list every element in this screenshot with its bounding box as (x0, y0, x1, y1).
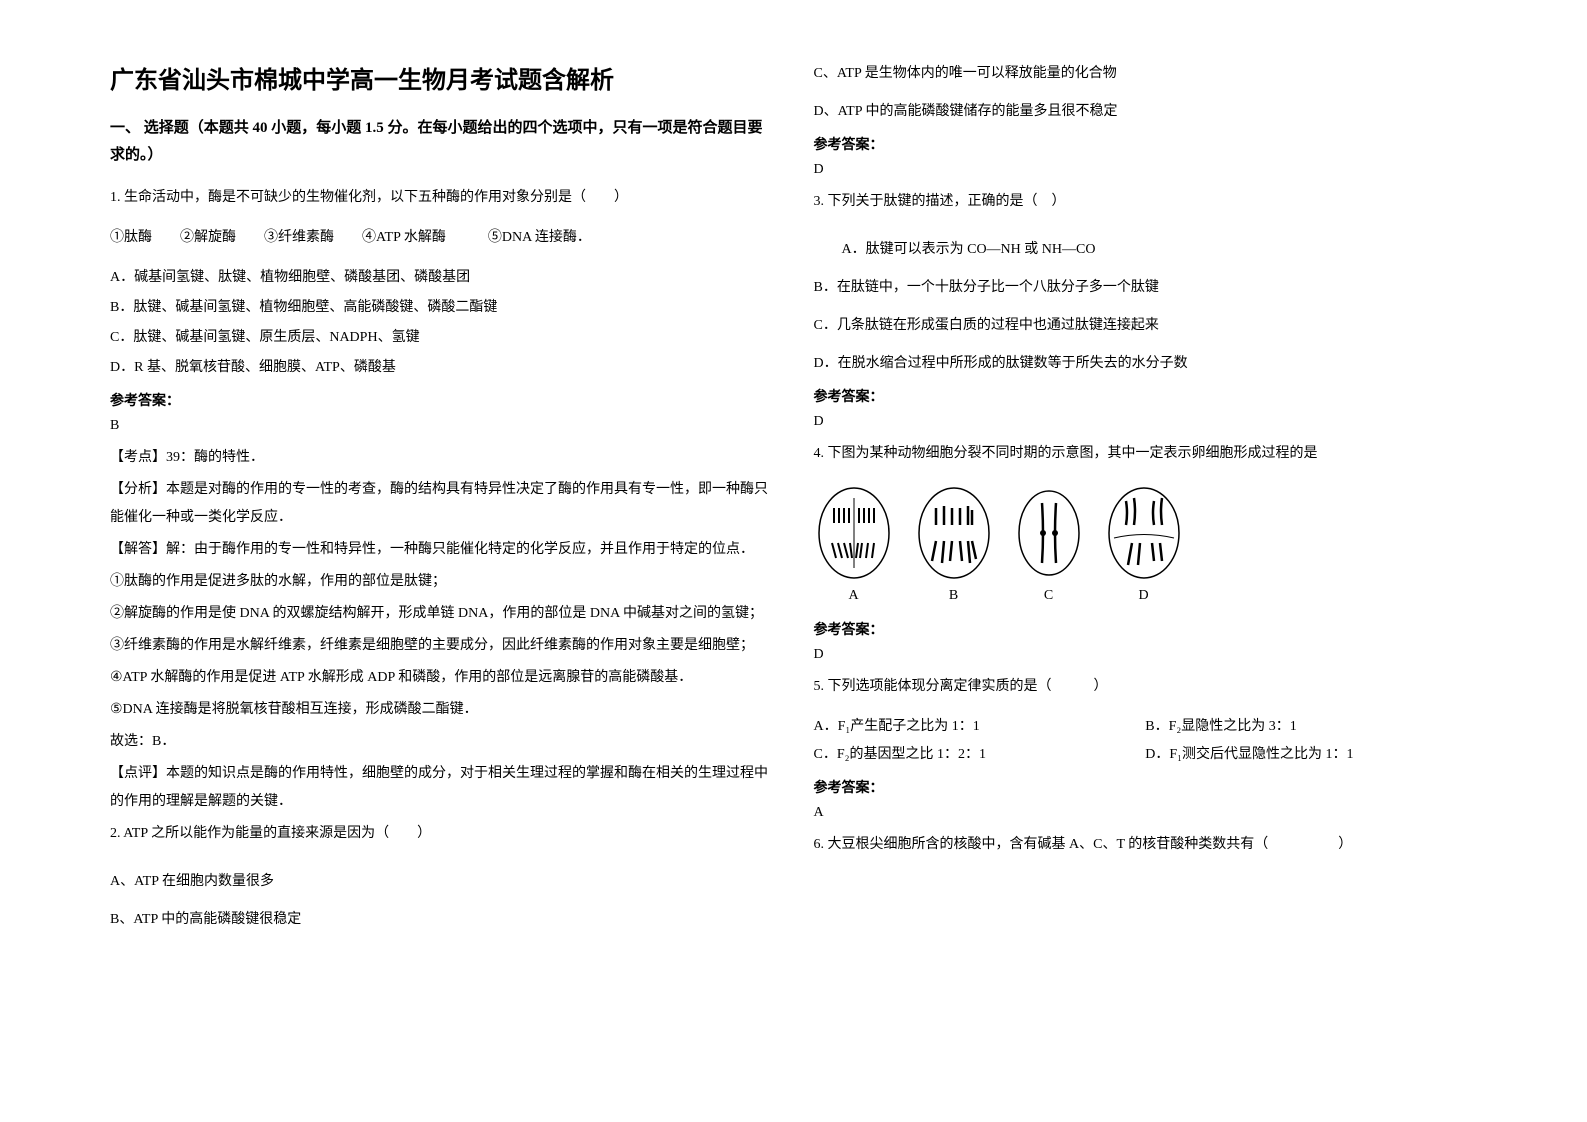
q5-answer: A (814, 805, 1478, 821)
q1-a10: 【点评】本题的知识点是酶的作用特性，细胞壁的成分，对于相关生理过程的掌握和酶在相… (110, 760, 774, 816)
q1-a7: ④ATP 水解酶的作用是促进 ATP 水解形成 ADP 和磷酸，作用的部位是远离… (110, 664, 774, 692)
q2-stem: 2. ATP 之所以能作为能量的直接来源是因为（ ） (110, 820, 774, 848)
q3-answer-label: 参考答案： (814, 386, 1478, 406)
q1-a9: 故选：B． (110, 728, 774, 756)
cell-d-label: D (1104, 588, 1184, 604)
q5-optA: A．F₁产生配子之比为 1：1 (814, 713, 1146, 741)
q3-optA: A．肽键可以表示为 CO—NH 或 NH—CO (814, 236, 1478, 264)
cell-diagram: A B C (814, 483, 1478, 604)
q1-a3: 【解答】解：由于酶作用的专一性和特异性，一种酶只能催化特定的化学反应，并且作用于… (110, 536, 774, 564)
q1-a2: 【分析】本题是对酶的作用的专一性的考查，酶的结构具有特异性决定了酶的作用具有专一… (110, 476, 774, 532)
q4-answer-label: 参考答案： (814, 619, 1478, 639)
cell-a-label: A (814, 588, 894, 604)
q5-row1: A．F₁产生配子之比为 1：1 B．F₂显隐性之比为 3：1 (814, 713, 1478, 741)
right-column: C、ATP 是生物体内的唯一可以释放能量的化合物 D、ATP 中的高能磷酸键储存… (794, 60, 1498, 1062)
q4-stem: 4. 下图为某种动物细胞分裂不同时期的示意图，其中一定表示卵细胞形成过程的是 (814, 440, 1478, 468)
cell-c-label: C (1014, 588, 1084, 604)
q5-stem: 5. 下列选项能体现分离定律实质的是（ ） (814, 673, 1478, 701)
cell-c-icon (1014, 483, 1084, 583)
q1-a1: 【考点】39：酶的特性． (110, 444, 774, 472)
q1-a6: ③纤维素酶的作用是水解纤维素，纤维素是细胞壁的主要成分，因此纤维素酶的作用对象主… (110, 632, 774, 660)
cell-a: A (814, 483, 894, 604)
q3-optB: B．在肽链中，一个十肽分子比一个八肽分子多一个肽键 (814, 274, 1478, 302)
cell-b-label: B (914, 588, 994, 604)
q1-optA: A．碱基间氢键、肽键、植物细胞壁、磷酸基团、磷酸基团 (110, 264, 774, 292)
q3-optD: D．在脱水缩合过程中所形成的肽键数等于所失去的水分子数 (814, 350, 1478, 378)
q2-optA: A、ATP 在细胞内数量很多 (110, 868, 774, 896)
q1-items: ①肽酶 ②解旋酶 ③纤维素酶 ④ATP 水解酶 ⑤DNA 连接酶． (110, 224, 774, 252)
q1-answer-label: 参考答案： (110, 390, 774, 410)
q2-answer: D (814, 162, 1478, 178)
q3-answer: D (814, 414, 1478, 430)
q1-optD: D．R 基、脱氧核苷酸、细胞膜、ATP、磷酸基 (110, 354, 774, 382)
q1-a5: ②解旋酶的作用是使 DNA 的双螺旋结构解开，形成单链 DNA，作用的部位是 D… (110, 600, 774, 628)
section-header: 一、 选择题（本题共 40 小题，每小题 1.5 分。在每小题给出的四个选项中，… (110, 115, 774, 169)
q1-optB: B．肽键、碱基间氢键、植物细胞壁、高能磷酸键、磷酸二酯键 (110, 294, 774, 322)
q1-optC: C．肽键、碱基间氢键、原生质层、NADPH、氢键 (110, 324, 774, 352)
cell-b-icon (914, 483, 994, 583)
q3-stem: 3. 下列关于肽键的描述，正确的是（ ） (814, 188, 1478, 216)
q1-a4: ①肽酶的作用是促进多肽的水解，作用的部位是肽键； (110, 568, 774, 596)
q6-stem: 6. 大豆根尖细胞所含的核酸中，含有碱基 A、C、T 的核苷酸种类数共有（ ） (814, 831, 1478, 859)
q3-optC: C．几条肽链在形成蛋白质的过程中也通过肽键连接起来 (814, 312, 1478, 340)
cell-d-icon (1104, 483, 1184, 583)
q2-optB: B、ATP 中的高能磷酸键很稳定 (110, 906, 774, 934)
q5-optB: B．F₂显隐性之比为 3：1 (1145, 713, 1477, 741)
q5-optD: D．F₁测交后代显隐性之比为 1：1 (1145, 741, 1477, 769)
q2-answer-label: 参考答案： (814, 134, 1478, 154)
cell-a-icon (814, 483, 894, 583)
cell-d: D (1104, 483, 1184, 604)
q1-answer: B (110, 418, 774, 434)
q1-a8: ⑤DNA 连接酶是将脱氧核苷酸相互连接，形成磷酸二酯键． (110, 696, 774, 724)
cell-b: B (914, 483, 994, 604)
title: 广东省汕头市棉城中学高一生物月考试题含解析 (110, 60, 774, 95)
q5-answer-label: 参考答案： (814, 777, 1478, 797)
left-column: 广东省汕头市棉城中学高一生物月考试题含解析 一、 选择题（本题共 40 小题，每… (90, 60, 794, 1062)
cell-c: C (1014, 483, 1084, 604)
q1-stem: 1. 生命活动中，酶是不可缺少的生物催化剂，以下五种酶的作用对象分别是（ ） (110, 184, 774, 212)
q5-optC: C．F₂的基因型之比 1：2：1 (814, 741, 1146, 769)
q2-optD: D、ATP 中的高能磷酸键储存的能量多且很不稳定 (814, 98, 1478, 126)
q5-row2: C．F₂的基因型之比 1：2：1 D．F₁测交后代显隐性之比为 1：1 (814, 741, 1478, 769)
q2-optC: C、ATP 是生物体内的唯一可以释放能量的化合物 (814, 60, 1478, 88)
q4-answer: D (814, 647, 1478, 663)
